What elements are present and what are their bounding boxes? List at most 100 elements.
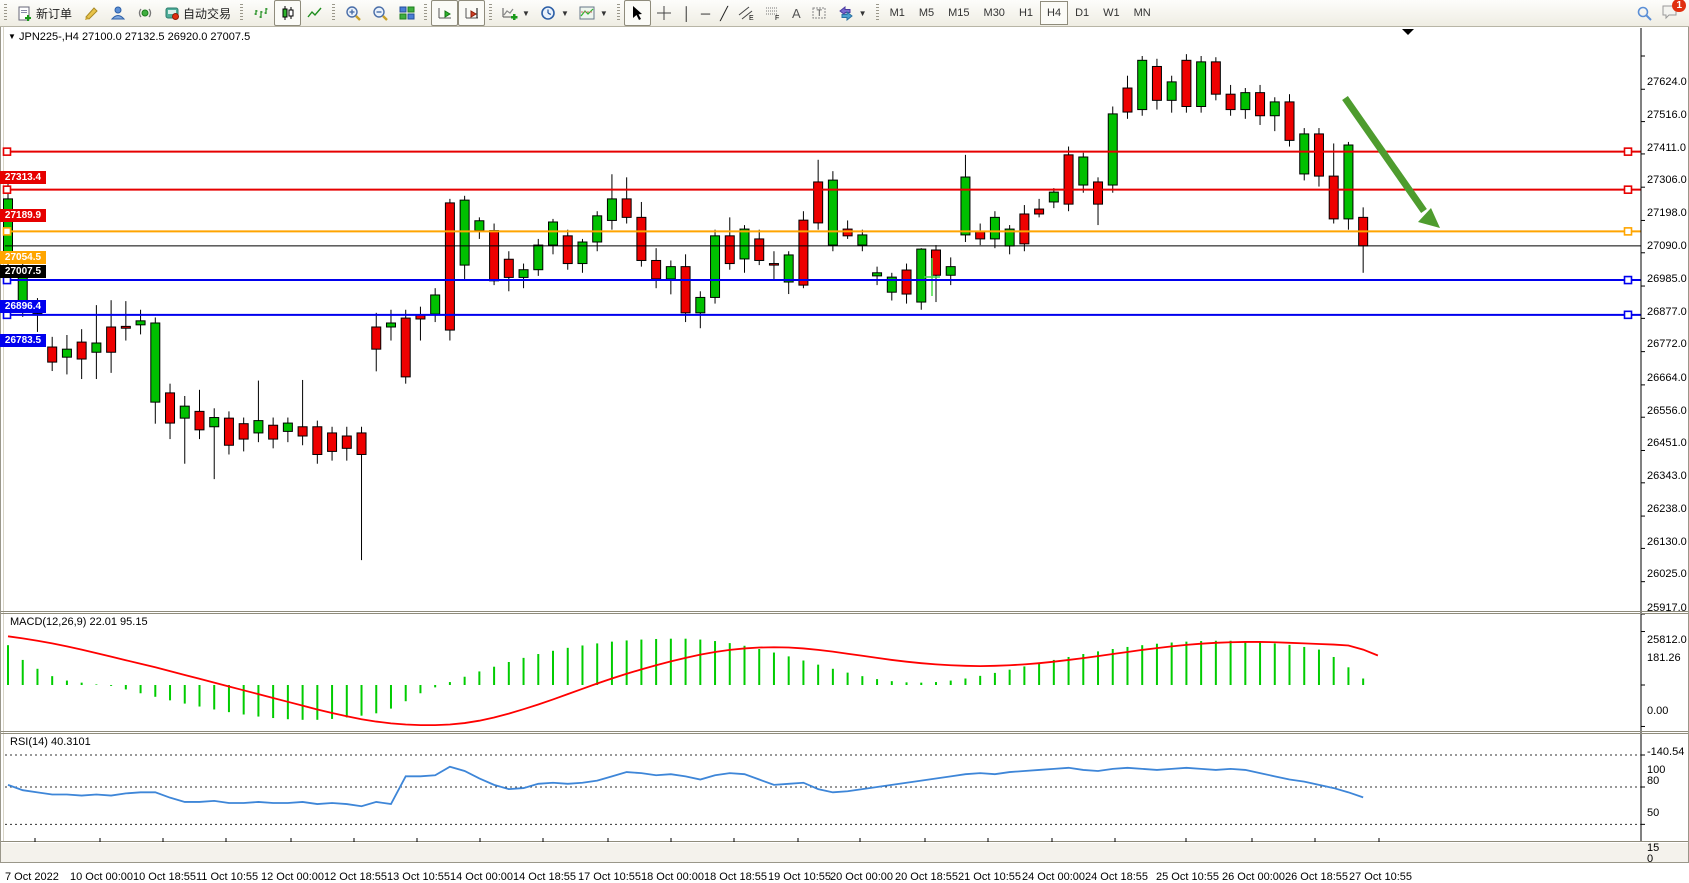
timeframe-mn[interactable]: MN [1133, 7, 1151, 19]
chart-window[interactable]: ▼ JPN225-,H4 27100.0 27132.5 26920.0 270… [0, 26, 1689, 883]
timeframe-m5[interactable]: M5 [918, 7, 935, 19]
level-handle[interactable] [1623, 227, 1633, 236]
collapse-triangle-icon[interactable]: ▼ [8, 32, 16, 41]
candle-body [754, 238, 765, 261]
candle-body [960, 176, 971, 236]
candle-body [61, 348, 72, 358]
crayon-button[interactable] [77, 0, 104, 26]
shapes-button[interactable]: ▼ [833, 0, 872, 26]
community-button[interactable] [104, 0, 131, 26]
svg-text:E: E [749, 15, 754, 21]
news-signal-button[interactable] [131, 0, 158, 26]
candle-body [930, 249, 941, 276]
level-handle[interactable] [2, 185, 12, 194]
candle-body [150, 322, 161, 403]
candle-body [76, 341, 87, 360]
candle-body [1196, 61, 1207, 108]
rsi-axis-label: 100 [1647, 764, 1666, 776]
time-label: 19 Oct 10:55 [768, 871, 831, 883]
price-chart[interactable] [0, 26, 1689, 863]
auto-scroll-button[interactable] [431, 0, 459, 26]
cursor-button[interactable] [623, 0, 651, 26]
tile-windows-button[interactable] [393, 0, 420, 26]
zoom-out-button[interactable] [366, 0, 393, 26]
timeframe-h1[interactable]: H1 [1018, 7, 1033, 19]
time-label: 14 Oct 18:55 [513, 871, 576, 883]
label-button[interactable]: T [806, 0, 833, 26]
toolbar-separator [240, 4, 244, 22]
horizontal-line-button[interactable]: ─ [696, 0, 715, 26]
bar-chart-button[interactable] [247, 0, 274, 26]
trendline-button[interactable]: ╱ [715, 0, 733, 26]
shapes-arrows-icon [838, 5, 855, 22]
candle-body [606, 198, 617, 221]
zoom-in-button[interactable] [339, 0, 366, 26]
timeframe-m15[interactable]: M15 [948, 7, 970, 19]
new-order-button[interactable]: 新订单 [11, 0, 77, 26]
level-handle[interactable] [2, 147, 12, 156]
level-handle[interactable] [1623, 185, 1633, 194]
timeframe-w1[interactable]: W1 [1103, 7, 1120, 19]
zoom-out-icon [371, 5, 388, 22]
search-icon[interactable] [1636, 5, 1653, 22]
price-tick-label: 26877.0 [1647, 306, 1687, 319]
price-tick-label: 25812.0 [1647, 634, 1687, 646]
candle-body [813, 181, 824, 224]
scroll-to-end-marker[interactable] [1402, 29, 1414, 35]
chart-symbol-period: JPN225-,H4 [18, 31, 79, 43]
svg-text:T: T [817, 8, 823, 18]
candle-body [356, 432, 367, 455]
candle-body [886, 276, 897, 293]
cursor-icon [629, 5, 646, 22]
indicators-button[interactable]: ▼ [496, 0, 535, 26]
price-tick-label: 26451.0 [1647, 437, 1687, 450]
candle-body [945, 266, 956, 276]
macd-axis-label: 0.00 [1647, 705, 1669, 717]
trend-arrow[interactable] [1342, 95, 1427, 214]
auto-trading-label: 自动交易 [183, 6, 232, 21]
candle-body [312, 426, 323, 455]
candle-body [179, 405, 190, 419]
candle-body [989, 216, 1000, 240]
toolbar-grip [4, 4, 7, 22]
level-handle[interactable] [2, 227, 12, 236]
price-tick-label: 26985.0 [1647, 272, 1687, 285]
templates-button[interactable]: ▼ [574, 0, 613, 26]
chart-shift-icon [463, 5, 480, 22]
level-handle[interactable] [1623, 310, 1633, 320]
line-chart-button[interactable] [301, 0, 328, 26]
templates-icon [579, 5, 596, 22]
candle-body [297, 426, 308, 437]
notifications-button[interactable]: 1 [1661, 0, 1686, 23]
price-tick-label: 26025.0 [1647, 568, 1687, 581]
auto-trading-button[interactable]: 自动交易 [158, 0, 236, 26]
price-tick-label: 27624.0 [1647, 76, 1687, 88]
candle-body [548, 221, 559, 246]
rsi-axis-label: 50 [1647, 807, 1660, 819]
trend-arrow-head [1418, 208, 1440, 228]
candlestick-chart-button[interactable] [274, 0, 302, 26]
toolbar-separator [332, 4, 336, 22]
periods-button[interactable]: ▼ [535, 0, 574, 26]
level-handle[interactable] [1623, 275, 1633, 285]
chart-shift-button[interactable] [458, 0, 486, 26]
text-button[interactable]: A [787, 0, 806, 26]
vertical-line-button[interactable]: │ [678, 0, 696, 26]
timeframe-h4[interactable]: H4 [1040, 1, 1069, 25]
candle-body [827, 179, 838, 246]
auto-scroll-icon [436, 5, 453, 22]
timeframe-m30[interactable]: M30 [983, 7, 1005, 19]
timeframe-m1[interactable]: M1 [889, 7, 905, 19]
time-label: 10 Oct 00:00 [70, 871, 133, 883]
time-axis-strip[interactable] [1, 843, 1688, 862]
crosshair-button[interactable] [651, 0, 678, 26]
timeframe-d1[interactable]: D1 [1075, 7, 1090, 19]
time-label: 18 Oct 18:55 [704, 871, 767, 883]
fibonacci-button[interactable]: F [760, 0, 787, 26]
channel-button[interactable]: E [733, 0, 760, 26]
time-label: 12 Oct 00:00 [261, 871, 324, 883]
level-handle[interactable] [1623, 147, 1633, 156]
candle-body [562, 235, 573, 265]
candle-body [665, 266, 676, 280]
price-level-badge: 27054.5 [0, 250, 46, 264]
